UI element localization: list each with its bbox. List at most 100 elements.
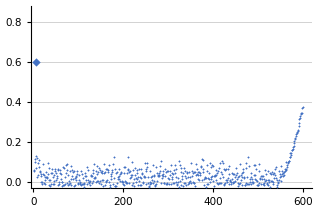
Point [146, 175, 151, 178]
Point [134, 176, 139, 179]
Point [36, 173, 41, 176]
Point [292, 141, 297, 145]
Point [117, 172, 122, 176]
Point [186, 170, 191, 174]
Point [298, 115, 303, 118]
Point [40, 181, 45, 184]
Point [207, 171, 212, 175]
Point [168, 163, 174, 167]
Point [211, 179, 216, 183]
Point [109, 170, 115, 173]
Point [86, 181, 91, 184]
Point [213, 178, 219, 181]
Point [96, 167, 101, 170]
Point [283, 168, 288, 172]
Point [150, 181, 155, 184]
Point [42, 175, 47, 178]
Point [299, 111, 304, 115]
Point [179, 174, 184, 178]
Point [37, 171, 42, 174]
Point [164, 181, 169, 185]
Point [292, 140, 297, 143]
Point [242, 175, 247, 178]
Point [93, 169, 98, 173]
Point [152, 175, 157, 178]
Point [222, 182, 227, 185]
Point [258, 177, 263, 181]
Point [33, 167, 39, 170]
Point [104, 179, 109, 182]
Point [33, 60, 38, 63]
Point [242, 183, 248, 187]
Point [191, 181, 196, 185]
Point [200, 168, 205, 171]
Point [242, 184, 247, 187]
Point [64, 181, 70, 184]
Point [264, 181, 269, 184]
Point [71, 169, 76, 173]
Point [187, 179, 192, 182]
Point [171, 168, 176, 172]
Point [277, 172, 282, 175]
Point [156, 173, 161, 176]
Point [70, 168, 75, 172]
Point [120, 182, 125, 186]
Point [256, 162, 261, 166]
Point [84, 166, 89, 169]
Point [66, 180, 71, 183]
Point [73, 174, 78, 178]
Point [72, 183, 77, 186]
Point [262, 181, 267, 184]
Point [167, 169, 172, 173]
Point [106, 163, 111, 166]
Point [173, 171, 178, 174]
Point [266, 169, 271, 173]
Point [176, 176, 181, 180]
Point [238, 163, 243, 166]
Point [62, 183, 67, 187]
Point [81, 176, 86, 179]
Point [250, 180, 255, 184]
Point [266, 180, 271, 184]
Point [97, 181, 102, 185]
Point [262, 180, 267, 183]
Point [93, 175, 98, 179]
Point [291, 145, 296, 148]
Point [68, 164, 73, 167]
Point [189, 162, 194, 165]
Point [234, 166, 239, 169]
Point [102, 184, 107, 187]
Point [199, 178, 204, 181]
Point [98, 168, 103, 171]
Point [198, 171, 203, 174]
Point [111, 176, 116, 179]
Point [300, 106, 305, 109]
Point [223, 168, 228, 171]
Point [63, 163, 68, 167]
Point [215, 169, 220, 173]
Point [293, 136, 298, 140]
Point [233, 179, 238, 183]
Point [97, 179, 102, 183]
Point [84, 178, 89, 181]
Point [185, 182, 190, 185]
Point [215, 171, 220, 174]
Point [231, 181, 236, 184]
Point [288, 152, 293, 155]
Point [166, 176, 171, 179]
Point [185, 170, 190, 174]
Point [172, 163, 177, 167]
Point [281, 173, 286, 177]
Point [42, 182, 48, 186]
Point [223, 168, 228, 171]
Point [138, 168, 144, 171]
Point [217, 166, 222, 170]
Point [103, 168, 108, 171]
Point [129, 174, 134, 177]
Point [100, 184, 106, 187]
Point [288, 151, 293, 155]
Point [60, 181, 65, 184]
Point [110, 183, 115, 186]
Point [131, 178, 137, 181]
Point [236, 182, 241, 185]
